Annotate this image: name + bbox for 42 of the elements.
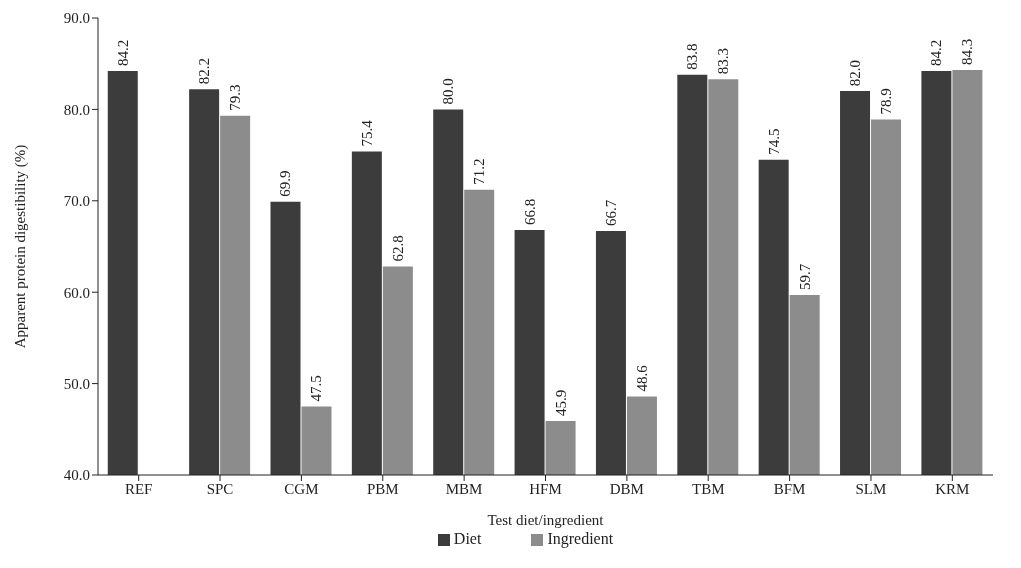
data-label: 80.0: [440, 78, 457, 105]
data-label: 66.7: [602, 199, 619, 226]
data-label: 48.6: [633, 364, 650, 392]
x-tick-label: BFM: [773, 480, 806, 497]
data-label: 71.2: [471, 158, 488, 185]
x-tick-label: SPC: [206, 480, 234, 497]
x-tick-label: DBM: [609, 480, 644, 497]
y-tick-label: 90.0: [63, 10, 90, 27]
x-tick-label: REF: [124, 480, 153, 497]
y-tick-label: 50.0: [63, 375, 90, 392]
data-label: 82.0: [847, 59, 864, 87]
data-label: 75.4: [358, 119, 375, 147]
x-tick-label: KRM: [935, 480, 970, 497]
legend-label: Ingredient: [547, 530, 614, 547]
data-label: 83.3: [715, 47, 732, 75]
data-label: 84.2: [928, 39, 945, 67]
data-label: 66.8: [521, 198, 538, 226]
data-label: 78.9: [878, 88, 895, 115]
data-label: 59.7: [796, 263, 813, 290]
y-axis-title: Apparent protein digestibility (%): [12, 144, 30, 349]
legend-label: Diet: [453, 530, 482, 547]
y-tick-label: 80.0: [63, 101, 90, 118]
data-label: 83.8: [684, 43, 701, 70]
y-tick-label: 70.0: [63, 193, 90, 210]
x-tick-label: HFM: [529, 480, 562, 497]
x-tick-label: CGM: [284, 480, 319, 497]
data-label: 74.5: [765, 128, 782, 155]
data-label: 62.8: [389, 235, 406, 262]
data-label: 79.3: [227, 84, 244, 111]
data-label: 47.5: [308, 375, 325, 402]
x-axis-title: Test diet/ingredient: [487, 512, 605, 528]
x-tick-label: TBM: [691, 480, 725, 497]
data-label: 69.9: [277, 170, 294, 197]
x-tick-label: MBM: [445, 480, 483, 497]
data-label: 45.9: [552, 389, 569, 417]
y-tick-label: 40.0: [63, 467, 90, 484]
y-tick-label: 60.0: [63, 284, 90, 301]
x-tick-label: SLM: [855, 480, 887, 497]
data-label: 84.2: [114, 39, 131, 67]
data-label: 82.2: [196, 58, 213, 85]
data-label: 84.3: [959, 38, 976, 66]
x-tick-label: PBM: [366, 480, 399, 497]
